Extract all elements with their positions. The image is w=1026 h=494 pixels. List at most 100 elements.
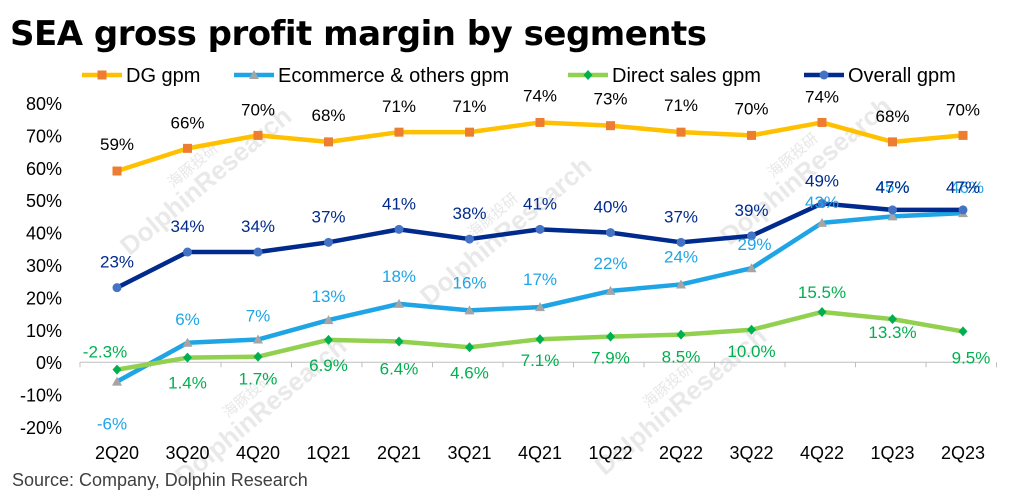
data-label: 45% [875,177,909,196]
data-label: 41% [523,194,557,213]
legend-label: DG gpm [126,65,200,87]
data-label: 70% [946,100,980,119]
data-label: 23% [100,253,134,272]
data-point [324,334,333,345]
y-tick-label: 40% [26,224,62,244]
legend-label: Overall gpm [848,65,956,87]
data-point [606,228,615,238]
data-label: 43% [805,193,839,212]
data-point [323,315,334,325]
data-label: 34% [170,217,204,236]
data-point [887,211,898,221]
legend-item: Overall gpm [804,65,956,87]
x-tick-label: 1Q23 [870,443,914,463]
data-label: 22% [593,254,627,273]
data-point [747,231,756,241]
data-point [112,166,122,176]
y-tick-label: 20% [26,288,62,308]
data-point [535,224,545,234]
data-label: 6.4% [380,359,419,378]
data-point [535,117,545,127]
data-point [676,127,686,137]
x-tick-label: 2Q22 [659,443,703,463]
data-label: 68% [311,106,345,125]
x-tick-label: 2Q21 [377,443,421,463]
data-label: 47% [946,178,980,197]
data-point [324,137,333,147]
data-label: 4.6% [450,363,489,382]
data-point [394,224,404,234]
data-point [817,117,827,127]
data-label: 10.0% [727,342,775,361]
data-point [676,279,686,289]
data-point [676,329,686,340]
data-label: 37% [664,207,698,226]
data-label: 1.7% [239,370,278,389]
data-point [958,326,968,337]
series-markers [112,117,968,386]
legend-label: Direct sales gpm [612,65,761,87]
watermark-en: DolphinResearch [114,101,297,261]
legend-item: Direct sales gpm [568,65,761,87]
data-label: -6% [97,415,127,434]
data-point [253,334,263,344]
x-tick-label: 4Q21 [518,443,562,463]
x-tick-label: 1Q22 [588,443,632,463]
data-label: 70% [241,100,275,119]
y-tick-label: 60% [26,159,62,179]
data-point [465,234,474,244]
source-note: Source: Company, Dolphin Research [12,470,308,490]
data-label: 39% [734,201,768,220]
x-tick-label: 2Q20 [95,443,139,463]
data-point [888,205,897,215]
data-point [394,127,404,137]
data-label: 71% [452,97,486,116]
data-point [465,342,474,353]
data-point [394,336,404,347]
data-point [324,237,333,247]
data-label: 6.9% [309,356,348,375]
data-label: 66% [170,113,204,132]
data-label: 24% [664,247,698,266]
data-label: 71% [664,96,698,115]
data-point [605,285,616,295]
data-point [112,283,122,293]
x-tick-label: 4Q22 [800,443,844,463]
data-label: 13% [311,287,345,306]
x-tick-label: 3Q22 [729,443,773,463]
data-point [535,302,545,312]
data-point [183,143,192,153]
data-label: 73% [593,90,627,109]
data-point [747,324,756,335]
data-label: 49% [805,171,839,190]
x-tick-label: 4Q20 [236,443,280,463]
data-point [394,298,404,308]
data-point [958,130,968,140]
data-label: 16% [452,273,486,292]
y-axis: -20% -10% 0% 10% 20% 30% 40% 50% 60% 70% 80% [20,94,62,438]
data-label: 13.3% [868,323,916,342]
data-point [182,337,193,347]
data-point [747,130,756,140]
x-axis: 2Q20 3Q20 4Q20 1Q21 2Q21 3Q21 4Q21 1Q22 2Q22 3Q22… [79,361,997,463]
data-label: 37% [311,207,345,226]
data-label: 29% [737,235,771,254]
y-tick-label: 30% [26,256,62,276]
legend-marker [249,70,259,79]
x-tick-label: 2Q23 [941,443,985,463]
data-point [676,237,686,247]
data-point [112,364,122,375]
data-point [253,351,263,362]
data-point [958,205,968,215]
data-point [183,352,192,363]
data-point [183,247,192,257]
data-label: -2.3% [83,343,127,362]
data-label: 70% [734,99,768,118]
data-label: 71% [382,97,416,116]
y-tick-label: 50% [26,191,62,211]
data-label: 34% [241,217,275,236]
data-label: 8.5% [662,348,701,367]
data-label: 18% [382,267,416,286]
y-tick-label: 70% [26,126,62,146]
